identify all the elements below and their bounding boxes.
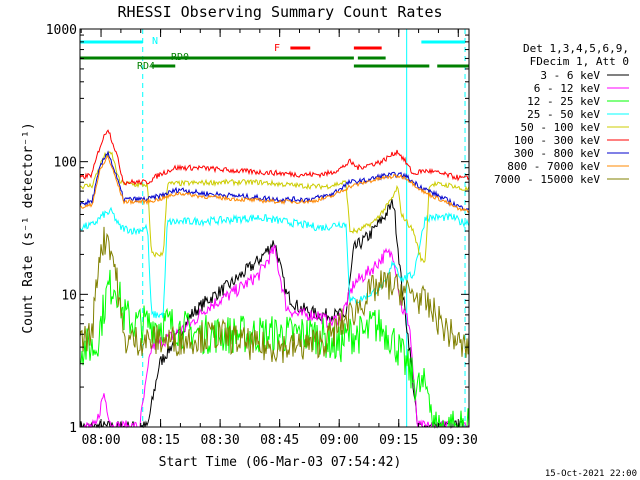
legend-label: 12 - 25 keV — [527, 95, 600, 108]
mode-label-f: F — [274, 43, 280, 54]
chart-title: RHESSI Observing Summary Count Rates — [117, 3, 442, 21]
legend-label: 7000 - 15000 keV — [494, 173, 600, 186]
x-tick-label: 08:45 — [260, 433, 299, 448]
mode-label-rd0: RD0 — [171, 52, 189, 63]
series-line-25-50-kev — [79, 206, 470, 319]
y-tick-label: 10 — [61, 288, 77, 303]
y-axis-label: Count Rate (s⁻¹ detector⁻¹) — [21, 122, 36, 333]
legend-label: 800 - 7000 keV — [507, 160, 600, 173]
y-tick-label: 100 — [54, 156, 77, 171]
legend-label: 50 - 100 keV — [521, 121, 601, 134]
x-tick-label: 08:15 — [141, 433, 180, 448]
x-tick-label: 09:00 — [320, 433, 359, 448]
legend-header: Det 1,3,4,5,6,9, — [523, 42, 629, 55]
legend-header: FDecim 1, Att 0 — [530, 55, 629, 68]
series-line-100-300-kev — [79, 129, 470, 186]
footer-date: 15-Oct-2021 22:00 — [545, 469, 637, 479]
series-line-800-7000-kev — [80, 155, 470, 214]
legend-label: 6 - 12 keV — [534, 82, 601, 95]
x-tick-label: 09:15 — [379, 433, 418, 448]
x-tick-label: 08:30 — [201, 433, 240, 448]
legend: Det 1,3,4,5,6,9,FDecim 1, Att 03 - 6 keV… — [494, 42, 629, 186]
series-line-50-100-kev — [79, 151, 470, 264]
x-axis-label: Start Time (06-Mar-03 07:54:42) — [159, 455, 402, 470]
series-line-7000-15000-kev — [79, 226, 470, 364]
axes: 1 10 100 1000 08:00 08:15 08:30 08:45 09:00 09:15… — [46, 23, 478, 448]
mode-label-rd4: RD4 — [137, 61, 155, 72]
x-tick-label: 09:30 — [439, 433, 478, 448]
legend-label: 3 - 6 keV — [540, 69, 600, 82]
series-line-6-12-kev — [80, 244, 470, 429]
legend-label: 300 - 800 keV — [514, 147, 600, 160]
legend-label: 25 - 50 keV — [527, 108, 600, 121]
legend-label: 100 - 300 keV — [514, 134, 600, 147]
series-line-12-25-kev — [79, 269, 470, 429]
y-tick-label: 1000 — [46, 23, 77, 38]
plot-frame — [79, 28, 470, 428]
x-tick-label: 08:00 — [81, 433, 120, 448]
mode-label-n: N — [152, 36, 158, 47]
plot-area: N F RD0 RD4 — [79, 29, 470, 429]
y-tick-label: 1 — [69, 421, 77, 436]
